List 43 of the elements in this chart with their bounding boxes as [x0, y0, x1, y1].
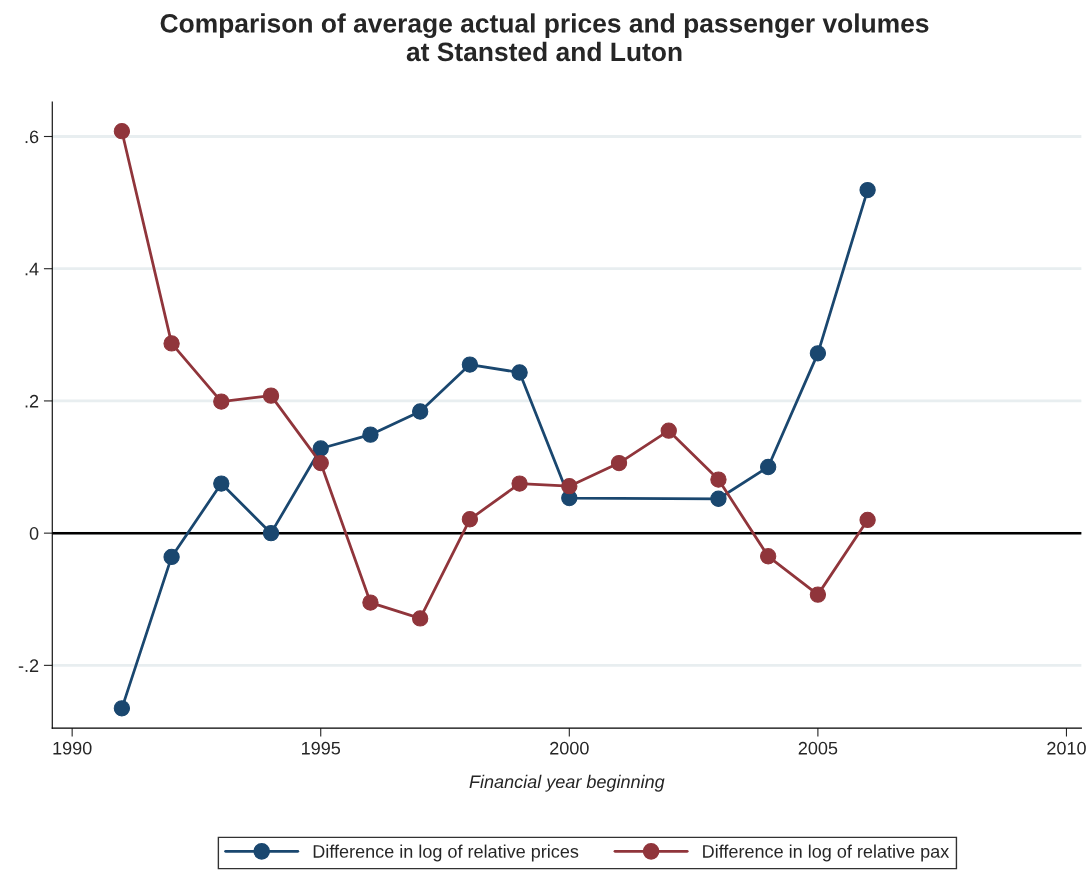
- point: [113, 123, 131, 140]
- point: [262, 524, 280, 542]
- point: [213, 475, 230, 492]
- y-tick-label: -.2: [18, 659, 39, 672]
- point: [859, 511, 876, 529]
- point: [163, 548, 180, 566]
- point: [511, 364, 528, 381]
- point: [511, 475, 528, 492]
- x-tick-label: 2010: [1047, 741, 1086, 755]
- point: [660, 422, 677, 439]
- point: [859, 181, 876, 199]
- point: [362, 426, 379, 443]
- point: [760, 458, 777, 476]
- point: [362, 594, 379, 611]
- point: [561, 478, 578, 495]
- point: [710, 471, 727, 488]
- point: [461, 511, 479, 528]
- y-tick-label: .2: [25, 394, 39, 408]
- point: [163, 335, 180, 352]
- y-tick-label: 0: [29, 527, 39, 540]
- y-tick-label: .6: [25, 130, 39, 144]
- x-tick-label: 2000: [550, 741, 589, 755]
- point: [412, 610, 429, 627]
- point: [113, 700, 131, 717]
- y-tick-label: .4: [25, 262, 39, 276]
- point: [760, 548, 777, 565]
- point: [710, 490, 727, 507]
- point: [412, 403, 429, 420]
- x-axis-title: Financial year beginning: [469, 774, 665, 792]
- point: [809, 345, 827, 362]
- x-tick-label: 1995: [302, 741, 341, 755]
- point: [312, 454, 329, 472]
- x-tick-label: 1990: [53, 741, 92, 755]
- point: [312, 440, 329, 457]
- point: [213, 393, 230, 410]
- point: [461, 356, 479, 373]
- point: [809, 586, 827, 603]
- legend-label: Difference in log of relative prices: [313, 844, 579, 862]
- legend-label: Difference in log of relative pax: [703, 844, 950, 862]
- chart-title: Comparison of average actual prices and passenger volumes at Stansted and Luton: [160, 13, 929, 62]
- point: [610, 454, 628, 472]
- x-tick-label: 2005: [798, 741, 838, 755]
- point: [262, 387, 280, 404]
